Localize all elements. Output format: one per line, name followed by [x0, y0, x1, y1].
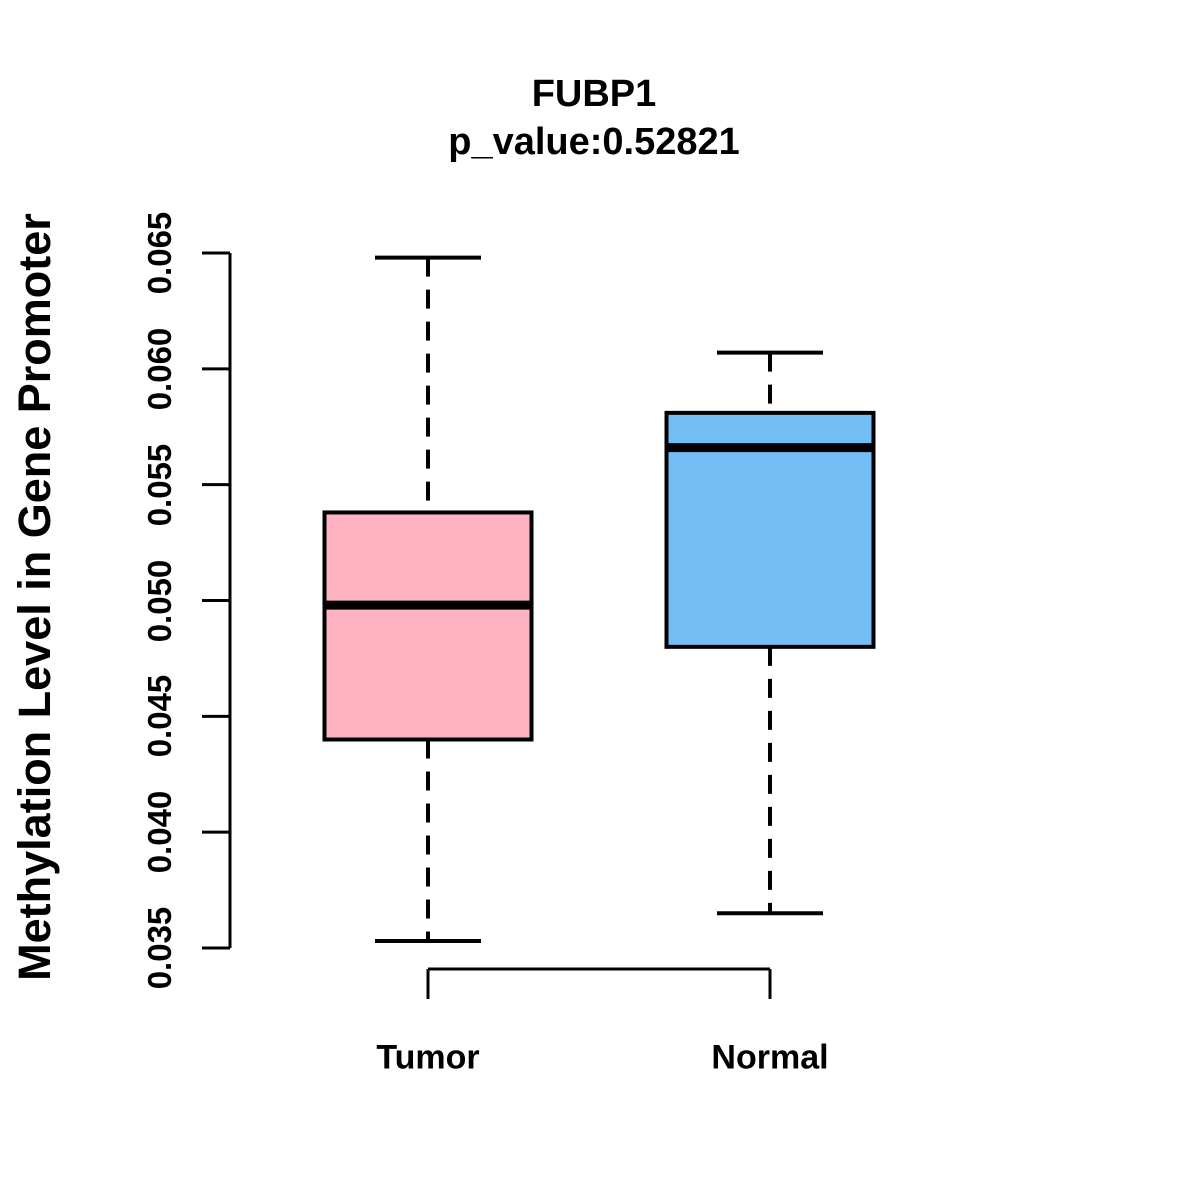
y-tick-label: 0.040 — [141, 790, 178, 874]
y-tick-label: 0.055 — [141, 443, 178, 526]
x-category-label-tumor: Tumor — [376, 1038, 480, 1077]
chart-title: FUBP1 — [531, 73, 657, 115]
boxplot-box-tumor — [322, 510, 534, 742]
y-tick-label: 0.060 — [141, 327, 178, 411]
chart-subtitle: p_value:0.52821 — [448, 121, 740, 163]
y-tick-label: 0.050 — [141, 559, 178, 642]
y-tick-label: 0.045 — [141, 675, 178, 758]
x-category-label-normal: Normal — [711, 1038, 829, 1077]
y-tick-label: 0.065 — [141, 211, 178, 295]
y-tick-label: 0.035 — [141, 906, 178, 990]
